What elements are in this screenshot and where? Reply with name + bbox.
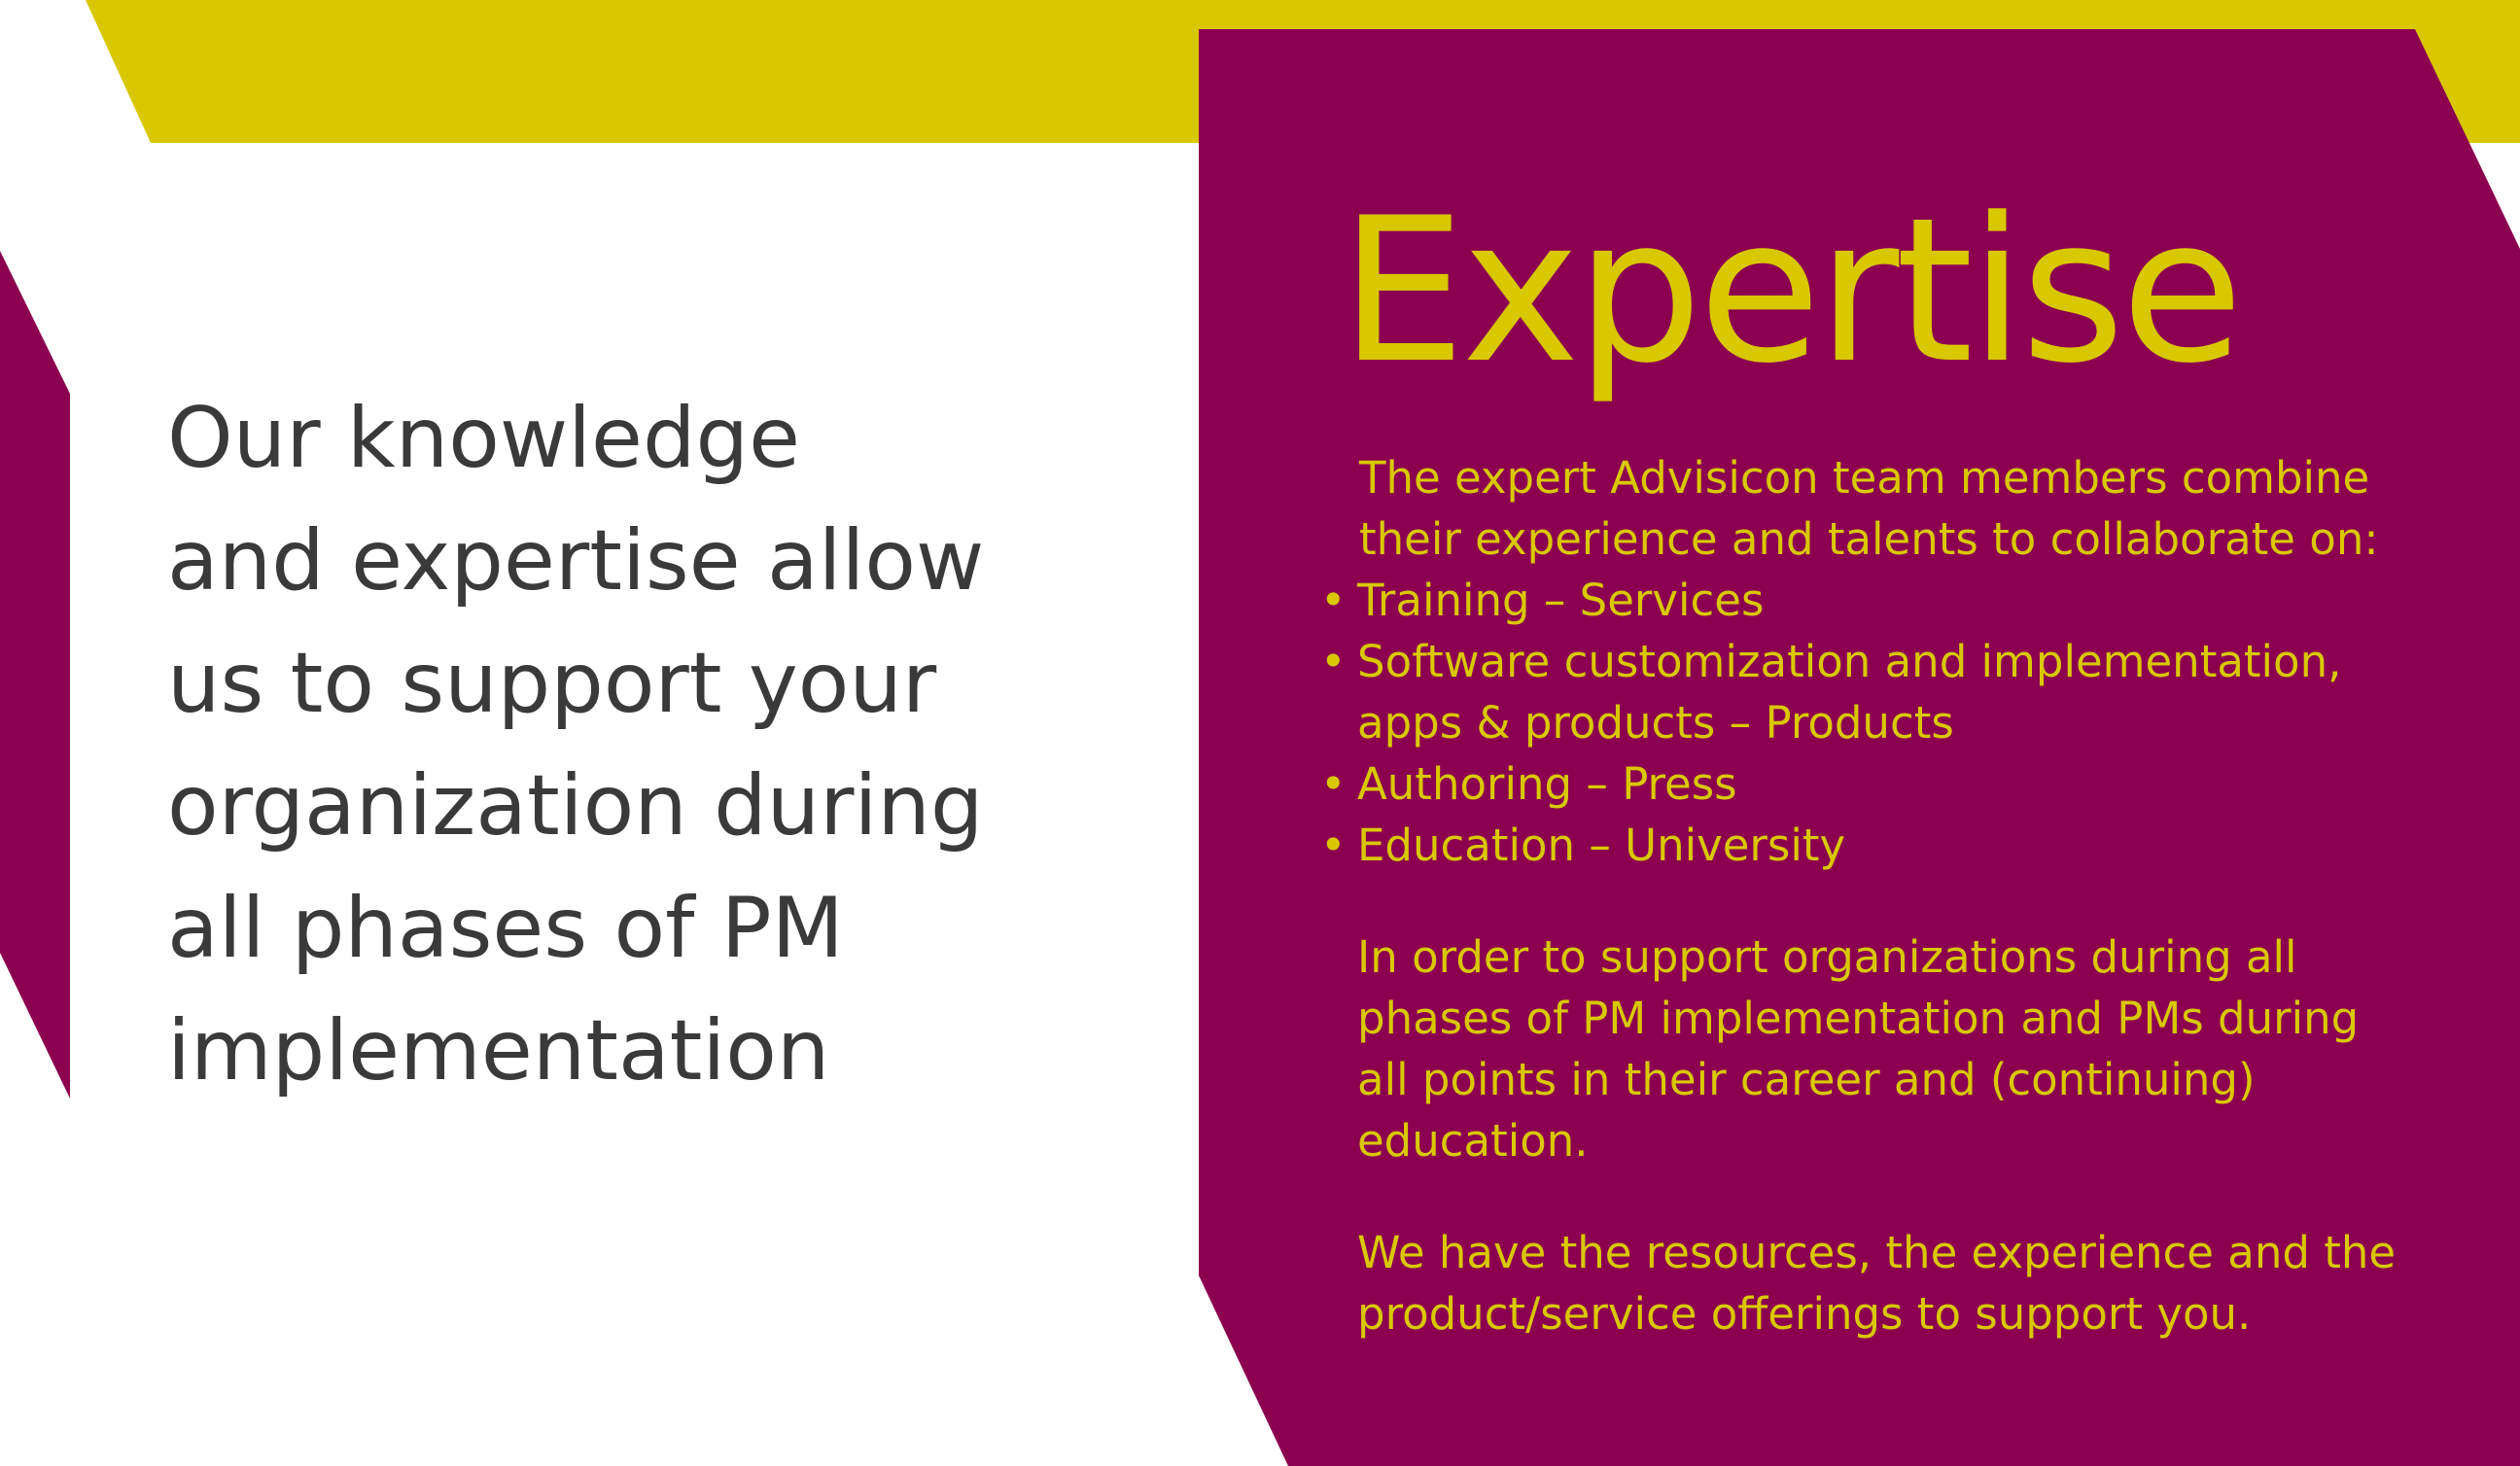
- panel-body: The expert Advisicon team members combin…: [1320, 447, 2407, 1344]
- right-magenta-panel: [1199, 29, 2520, 1466]
- intro-line: The expert Advisicon team members combin…: [1359, 452, 2370, 504]
- bullet-icon: •: [1320, 575, 1347, 626]
- bullet-icon: •: [1320, 758, 1347, 810]
- left-statement: Our knowledge and expertise allow us to …: [167, 377, 1071, 1112]
- list-item: • Authoring – Press: [1320, 753, 2407, 815]
- closing-paragraph: We have the resources, the experience an…: [1357, 1222, 2407, 1344]
- list-item-text: apps & products – Products: [1357, 697, 1954, 749]
- support-line: phases of PM implementation and PMs duri…: [1357, 993, 2360, 1044]
- left-statement-line: implementation: [167, 1002, 830, 1100]
- left-statement-line: us to support your: [167, 635, 937, 732]
- list-item-text: Authoring – Press: [1357, 758, 1737, 810]
- support-line: In order to support organizations during…: [1357, 931, 2297, 983]
- intro-paragraph: The expert Advisicon team members combin…: [1359, 447, 2407, 570]
- bullet-icon: •: [1320, 820, 1347, 871]
- list-item-text: Software customization and implementatio…: [1357, 636, 2342, 687]
- left-statement-line: organization during: [167, 757, 984, 855]
- support-line: education.: [1357, 1115, 1589, 1167]
- closing-line: product/service offerings to support you…: [1357, 1288, 2252, 1340]
- left-statement-line: Our knowledge: [167, 390, 801, 487]
- panel-title: Expertise: [1340, 176, 2244, 407]
- list-item-text: Education – University: [1357, 820, 1846, 871]
- bullet-icon: •: [1320, 636, 1347, 687]
- support-line: all points in their career and (continui…: [1357, 1054, 2256, 1105]
- list-item-text: Training – Services: [1357, 575, 1765, 626]
- intro-line: their experience and talents to collabor…: [1359, 513, 2379, 565]
- list-item: • Training – Services: [1320, 570, 2407, 631]
- spacer: [1357, 1171, 2407, 1222]
- left-magenta-accent: [0, 251, 70, 1099]
- support-paragraph: In order to support organizations during…: [1357, 926, 2407, 1171]
- left-statement-line: and expertise allow: [167, 512, 985, 610]
- list-item: • Software customization and implementat…: [1320, 631, 2407, 753]
- offerings-list: • Training – Services • Software customi…: [1320, 570, 2407, 876]
- left-statement-line: all phases of PM: [167, 880, 844, 977]
- spacer: [1357, 876, 2407, 926]
- closing-line: We have the resources, the experience an…: [1357, 1227, 2397, 1278]
- list-item: • Education – University: [1320, 815, 2407, 876]
